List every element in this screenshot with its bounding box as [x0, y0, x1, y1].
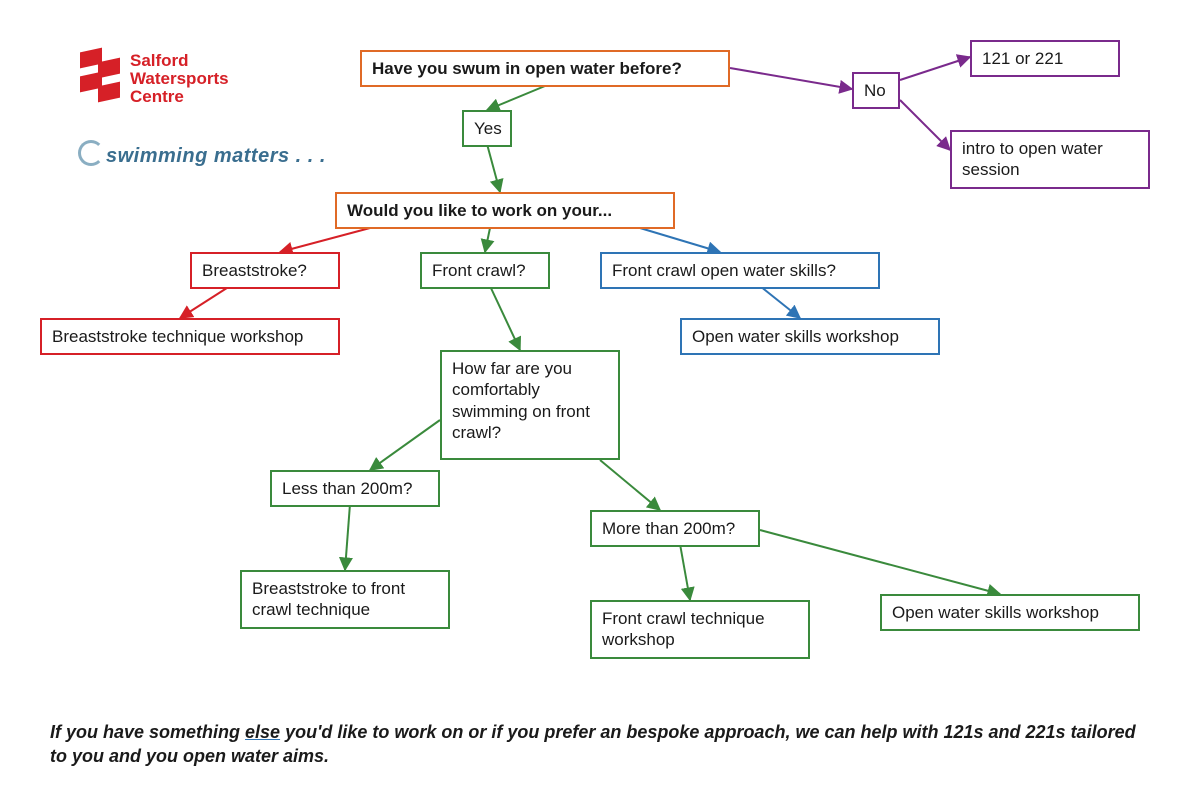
- node-lt200: Less than 200m?: [270, 470, 440, 507]
- edge-fc-howfar: [490, 286, 520, 350]
- logo-line: Salford: [130, 51, 189, 70]
- node-ow_ws: Open water skills workshop: [680, 318, 940, 355]
- node-opt121: 121 or 221: [970, 40, 1120, 77]
- node-breast_ws: Breaststroke technique workshop: [40, 318, 340, 355]
- node-fc_ow: Front crawl open water skills?: [600, 252, 880, 289]
- node-fc_ws: Front crawl technique workshop: [590, 600, 810, 659]
- node-no: No: [852, 72, 900, 109]
- footer-note: If you have something else you'd like to…: [50, 720, 1150, 769]
- node-b2fc: Breaststroke to front crawl technique: [240, 570, 450, 629]
- edge-howfar-lt200: [370, 420, 440, 470]
- swimming-matters-logo: swimming matters . . .: [78, 140, 326, 168]
- node-ow_ws2: Open water skills workshop: [880, 594, 1140, 631]
- edge-no-intro: [900, 100, 950, 150]
- node-q1: Have you swum in open water before?: [360, 50, 730, 87]
- edge-breast-breast_ws: [180, 286, 230, 318]
- swimming-matters-arc-icon: [78, 140, 104, 166]
- flowchart-canvas: Salford Watersports Centre swimming matt…: [0, 0, 1200, 800]
- footer-pre: If you have something: [50, 722, 245, 742]
- edge-lt200-b2fc: [345, 504, 350, 570]
- edge-q1-yes: [487, 86, 545, 110]
- edge-gt200-fc_ws: [680, 544, 690, 600]
- edge-q2-breast: [280, 228, 370, 252]
- swimming-matters-text: swimming matters . . .: [106, 145, 326, 167]
- logo-line: Centre: [130, 87, 184, 106]
- footer-underlined: else: [245, 722, 280, 742]
- node-fc: Front crawl?: [420, 252, 550, 289]
- edge-q1-no: [730, 68, 852, 89]
- logo-line: Watersports: [130, 69, 229, 88]
- salford-s-icon: [80, 50, 122, 106]
- edge-q2-fc_ow: [640, 228, 720, 252]
- node-gt200: More than 200m?: [590, 510, 760, 547]
- edge-fc_ow-ow_ws: [760, 286, 800, 318]
- salford-logo: Salford Watersports Centre: [80, 50, 280, 110]
- edge-yes-q2: [487, 144, 500, 192]
- node-q2: Would you like to work on your...: [335, 192, 675, 229]
- edge-howfar-gt200: [600, 460, 660, 510]
- node-yes: Yes: [462, 110, 512, 147]
- node-breast: Breaststroke?: [190, 252, 340, 289]
- edge-q2-fc: [485, 228, 490, 252]
- node-intro: intro to open water session: [950, 130, 1150, 189]
- salford-logo-text: Salford Watersports Centre: [130, 52, 229, 106]
- edge-gt200-ow_ws2: [760, 530, 1000, 594]
- node-howfar: How far are you comfortably swimming on …: [440, 350, 620, 460]
- edge-no-opt121: [900, 57, 970, 80]
